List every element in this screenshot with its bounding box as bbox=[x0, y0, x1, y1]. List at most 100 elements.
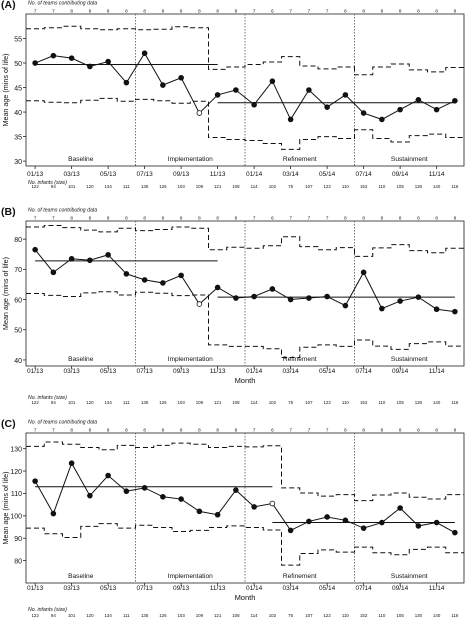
teams-count: 8 bbox=[162, 216, 165, 221]
infants-count: 110 bbox=[378, 184, 386, 189]
teams-count: 8 bbox=[180, 216, 183, 221]
infants-count: 110 bbox=[342, 400, 350, 405]
infants-count: 116 bbox=[451, 400, 459, 405]
teams-count: 7 bbox=[308, 216, 311, 221]
teams-count: 7 bbox=[289, 9, 292, 14]
teams-count: 8 bbox=[417, 428, 420, 433]
data-point bbox=[379, 116, 385, 123]
teams-count: 7 bbox=[308, 9, 311, 14]
y-tick-label: 80 bbox=[14, 558, 22, 565]
infants-row-label: No. infants (size) bbox=[28, 607, 67, 613]
phase-label: Implementation bbox=[168, 156, 213, 163]
teams-count: 8 bbox=[381, 9, 384, 14]
data-point bbox=[50, 52, 57, 59]
infants-count: 103 bbox=[177, 613, 185, 618]
data-point bbox=[105, 472, 111, 479]
teams-count: 7 bbox=[34, 216, 37, 221]
data-point bbox=[160, 280, 166, 286]
infants-count: 102 bbox=[269, 400, 277, 405]
infants-row-label: No. infants (size) bbox=[28, 180, 67, 186]
data-point bbox=[379, 519, 385, 526]
infants-row-label: No. infants (size) bbox=[28, 395, 67, 401]
data-point bbox=[397, 106, 403, 113]
data-point bbox=[123, 79, 130, 86]
infants-count: 152 bbox=[360, 184, 368, 189]
phase-label: Implementation bbox=[168, 356, 213, 363]
teams-count: 7 bbox=[34, 428, 37, 433]
teams-count: 7 bbox=[289, 428, 292, 433]
infants-count: 109 bbox=[196, 184, 204, 189]
panel-b: (B) No. of teams contributing data 7 7 8 8 8 8 8… bbox=[1, 206, 465, 405]
infants-count: 111 bbox=[123, 613, 130, 618]
y-axis-title: Mean age (mins of life) bbox=[1, 471, 10, 544]
y-tick-label: 100 bbox=[10, 514, 22, 521]
teams-count: 6 bbox=[271, 428, 274, 433]
infants-count: 126 bbox=[159, 613, 167, 618]
infants-count: 110 bbox=[342, 613, 350, 618]
infants-count: 105 bbox=[396, 613, 404, 618]
data-point bbox=[87, 63, 93, 70]
data-point bbox=[415, 523, 422, 529]
data-point bbox=[123, 271, 130, 277]
teams-count: 8 bbox=[216, 428, 219, 433]
y-tick-label: 60 bbox=[14, 297, 22, 304]
series-line bbox=[34, 462, 456, 534]
teams-count: 8 bbox=[70, 9, 73, 14]
data-point bbox=[452, 529, 458, 536]
teams-count: 8 bbox=[125, 9, 128, 14]
data-point bbox=[397, 505, 403, 511]
infants-count: 140 bbox=[433, 613, 441, 618]
panel-label: (A) bbox=[1, 0, 16, 11]
y-tick-label: 40 bbox=[14, 110, 22, 117]
data-point bbox=[287, 527, 294, 534]
data-point bbox=[32, 60, 38, 66]
data-point bbox=[68, 255, 75, 262]
phase-label: Refinement bbox=[283, 573, 317, 580]
lower-control-limit bbox=[26, 523, 464, 566]
teams-count: 8 bbox=[381, 428, 384, 433]
data-point bbox=[360, 269, 367, 276]
y-tick-label: 110 bbox=[11, 491, 22, 498]
x-tick-label: 01/13 bbox=[27, 585, 44, 592]
teams-count: 8 bbox=[143, 216, 146, 221]
infants-count: 75 bbox=[288, 613, 293, 618]
teams-count: 7 bbox=[253, 9, 256, 14]
teams-count: 8 bbox=[143, 9, 146, 14]
data-point bbox=[287, 296, 294, 303]
data-point bbox=[324, 104, 330, 110]
infants-count: 111 bbox=[123, 184, 130, 189]
infants-count: 126 bbox=[159, 184, 167, 189]
teams-count: 6 bbox=[271, 9, 274, 14]
data-point bbox=[251, 293, 257, 300]
x-tick-label: 03/13 bbox=[63, 585, 80, 592]
infants-count: 101 bbox=[68, 613, 76, 618]
data-point-open bbox=[269, 500, 276, 507]
infants-count: 121 bbox=[214, 184, 222, 189]
teams-count: 8 bbox=[216, 216, 219, 221]
x-tick-label: 09/13 bbox=[173, 585, 190, 592]
infants-count: 108 bbox=[232, 184, 240, 189]
x-tick-label: 09/14 bbox=[392, 585, 409, 592]
infants-count: 107 bbox=[305, 613, 313, 618]
teams-count: 8 bbox=[162, 428, 165, 433]
teams-count: 8 bbox=[235, 428, 238, 433]
infants-count: 130 bbox=[415, 400, 423, 405]
teams-count: 7 bbox=[326, 216, 329, 221]
teams-row-label: No. of teams contributing data bbox=[28, 420, 97, 426]
data-point bbox=[287, 116, 294, 123]
lower-control-limit bbox=[26, 97, 464, 150]
infants-count: 121 bbox=[214, 613, 222, 618]
data-point bbox=[360, 110, 367, 116]
infants-count: 105 bbox=[396, 184, 404, 189]
upper-control-limit bbox=[26, 441, 464, 502]
data-point bbox=[32, 478, 38, 484]
y-tick-label: 30 bbox=[14, 159, 22, 166]
teams-count: 8 bbox=[70, 216, 73, 221]
teams-count: 8 bbox=[198, 9, 201, 14]
x-tick-label: 11/13 bbox=[210, 171, 226, 178]
data-point bbox=[123, 488, 130, 495]
teams-count: 8 bbox=[125, 428, 128, 433]
y-tick-label: 55 bbox=[14, 36, 22, 43]
teams-count: 8 bbox=[454, 216, 457, 221]
